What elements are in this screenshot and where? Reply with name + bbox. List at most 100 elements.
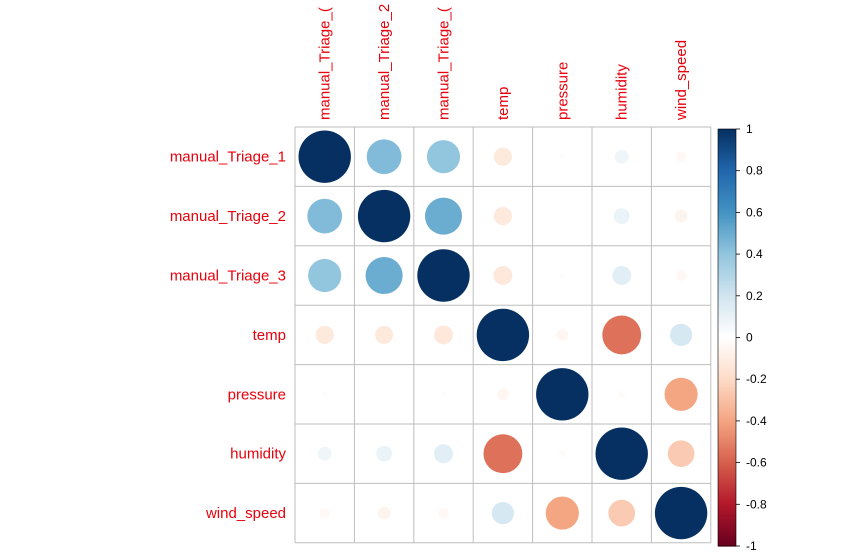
colorbar-segment <box>718 360 736 364</box>
colorbar-segment <box>718 151 736 155</box>
colorbar-segment <box>718 525 736 528</box>
colorbar-segment <box>718 239 736 243</box>
colorbar-tick-label: -0.6 <box>746 456 767 470</box>
colorbar-segment <box>718 166 736 170</box>
colorbar-segment <box>718 327 736 330</box>
colorbar-segment <box>718 364 736 368</box>
colorbar-segment <box>718 370 736 374</box>
row-label-pressure: pressure <box>228 386 286 403</box>
colorbar-segment <box>718 358 736 362</box>
colorbar-segment <box>718 375 736 378</box>
colorbar-segment <box>718 483 736 487</box>
row-label-humidity: humidity <box>230 446 286 463</box>
colorbar-segment <box>718 266 736 270</box>
colorbar-segment <box>718 279 736 282</box>
colorbar-segment <box>718 139 736 143</box>
colorbar-segment <box>718 145 736 149</box>
corr-circle-manual_Triage_2-manual_Triage_1 <box>307 198 343 234</box>
colorbar-segment <box>718 470 736 474</box>
colorbar-segment <box>718 412 736 416</box>
colorbar-segment <box>718 479 736 482</box>
colorbar-segment <box>718 133 736 136</box>
colorbar-segment <box>718 224 736 228</box>
colorbar-segment <box>718 518 736 522</box>
corr-circle-wind_speed-temp <box>491 501 515 525</box>
colorbar-segment <box>718 176 736 180</box>
corr-circle-humidity-humidity <box>595 427 648 480</box>
corr-circle-humidity-manual_Triage_2 <box>376 445 392 462</box>
colorbar-segment <box>718 368 736 372</box>
colorbar-segment <box>718 320 736 324</box>
colorbar-segment <box>718 172 736 176</box>
corr-circle-wind_speed-manual_Triage_1 <box>319 507 330 519</box>
colorbar-segment <box>718 333 736 337</box>
colorbar-segment <box>718 268 736 272</box>
colorbar-tick-label: 0.2 <box>746 289 763 303</box>
corr-circle-wind_speed-humidity <box>608 499 636 527</box>
colorbar-segment <box>718 535 736 539</box>
corr-circle-temp-manual_Triage_1 <box>315 325 334 344</box>
colorbar-segment <box>718 260 736 264</box>
colorbar-segment <box>718 214 736 218</box>
colorbar-segment <box>718 383 736 387</box>
colorbar-segment <box>718 216 736 220</box>
colorbar-tick-label: -1 <box>746 539 757 553</box>
colorbar-segment <box>718 498 736 501</box>
colorbar-segment <box>718 201 736 205</box>
colorbar-segment <box>718 506 736 510</box>
colorbar-segment <box>718 350 736 353</box>
colorbar-segment <box>718 477 736 480</box>
colorbar-segment <box>718 389 736 393</box>
plot-grid <box>294 126 712 544</box>
colorbar-segment <box>718 410 736 414</box>
colorbar-segment <box>718 295 736 299</box>
colorbar-segment <box>718 464 736 468</box>
column-label-wind_speed: wind_speed <box>673 40 690 121</box>
colorbar-tick-label: 1 <box>746 122 753 136</box>
colorbar-segment <box>718 264 736 268</box>
colorbar-segment <box>718 254 736 257</box>
colorbar-segment <box>718 418 736 422</box>
colorbar-segment <box>718 400 736 403</box>
colorbar-segment <box>718 277 736 280</box>
colorbar-segment <box>718 529 736 533</box>
colorbar-segment <box>718 197 736 201</box>
corr-circle-manual_Triage_1-manual_Triage_1 <box>298 130 351 183</box>
colorbar-segment <box>718 222 736 226</box>
colorbar-segment <box>718 233 736 236</box>
colorbar-segment <box>718 262 736 266</box>
colorbar-segment <box>718 162 736 166</box>
colorbar-segment <box>718 170 736 174</box>
corr-circle-manual_Triage_3-temp <box>493 266 513 285</box>
colorbar-segment <box>718 443 736 447</box>
colorbar-segment <box>718 372 736 376</box>
corr-circle-manual_Triage_3-manual_Triage_2 <box>365 256 403 295</box>
corr-circle-temp-wind_speed <box>669 323 693 347</box>
corr-circle-manual_Triage_1-temp <box>493 147 512 166</box>
colorbar-segment <box>718 137 736 141</box>
colorbar-segment <box>718 387 736 391</box>
corr-circle-manual_Triage_3-manual_Triage_3 <box>417 249 470 302</box>
colorbar-segment <box>718 481 736 485</box>
colorbar-segment <box>718 143 736 147</box>
column-label-manual_Triage_1: manual_Triage_( <box>317 7 334 120</box>
column-labels: manual_Triage_(manual_Triage_2 manual_Tri… <box>317 4 690 121</box>
corr-circle-pressure-manual_Triage_1 <box>322 391 328 397</box>
colorbar-segment <box>718 510 736 514</box>
colorbar-segment <box>718 308 736 311</box>
colorbar-segment <box>718 397 736 401</box>
colorbar-segment <box>718 208 736 211</box>
colorbar-segment <box>718 489 736 493</box>
colorbar-segment <box>718 356 736 359</box>
colorbar-segment <box>718 354 736 357</box>
corr-circle-manual_Triage_1-humidity <box>614 149 629 164</box>
colorbar-segment <box>718 297 736 301</box>
colorbar-segment <box>718 252 736 255</box>
colorbar-segment <box>718 168 736 172</box>
colorbar-segment <box>718 352 736 355</box>
colorbar-segment <box>718 256 736 259</box>
corr-circle-manual_Triage_2-manual_Triage_3 <box>424 197 463 235</box>
colorbar-segment <box>718 306 736 309</box>
corr-circle-manual_Triage_3-pressure <box>559 272 565 279</box>
colorbar-segment <box>718 270 736 274</box>
